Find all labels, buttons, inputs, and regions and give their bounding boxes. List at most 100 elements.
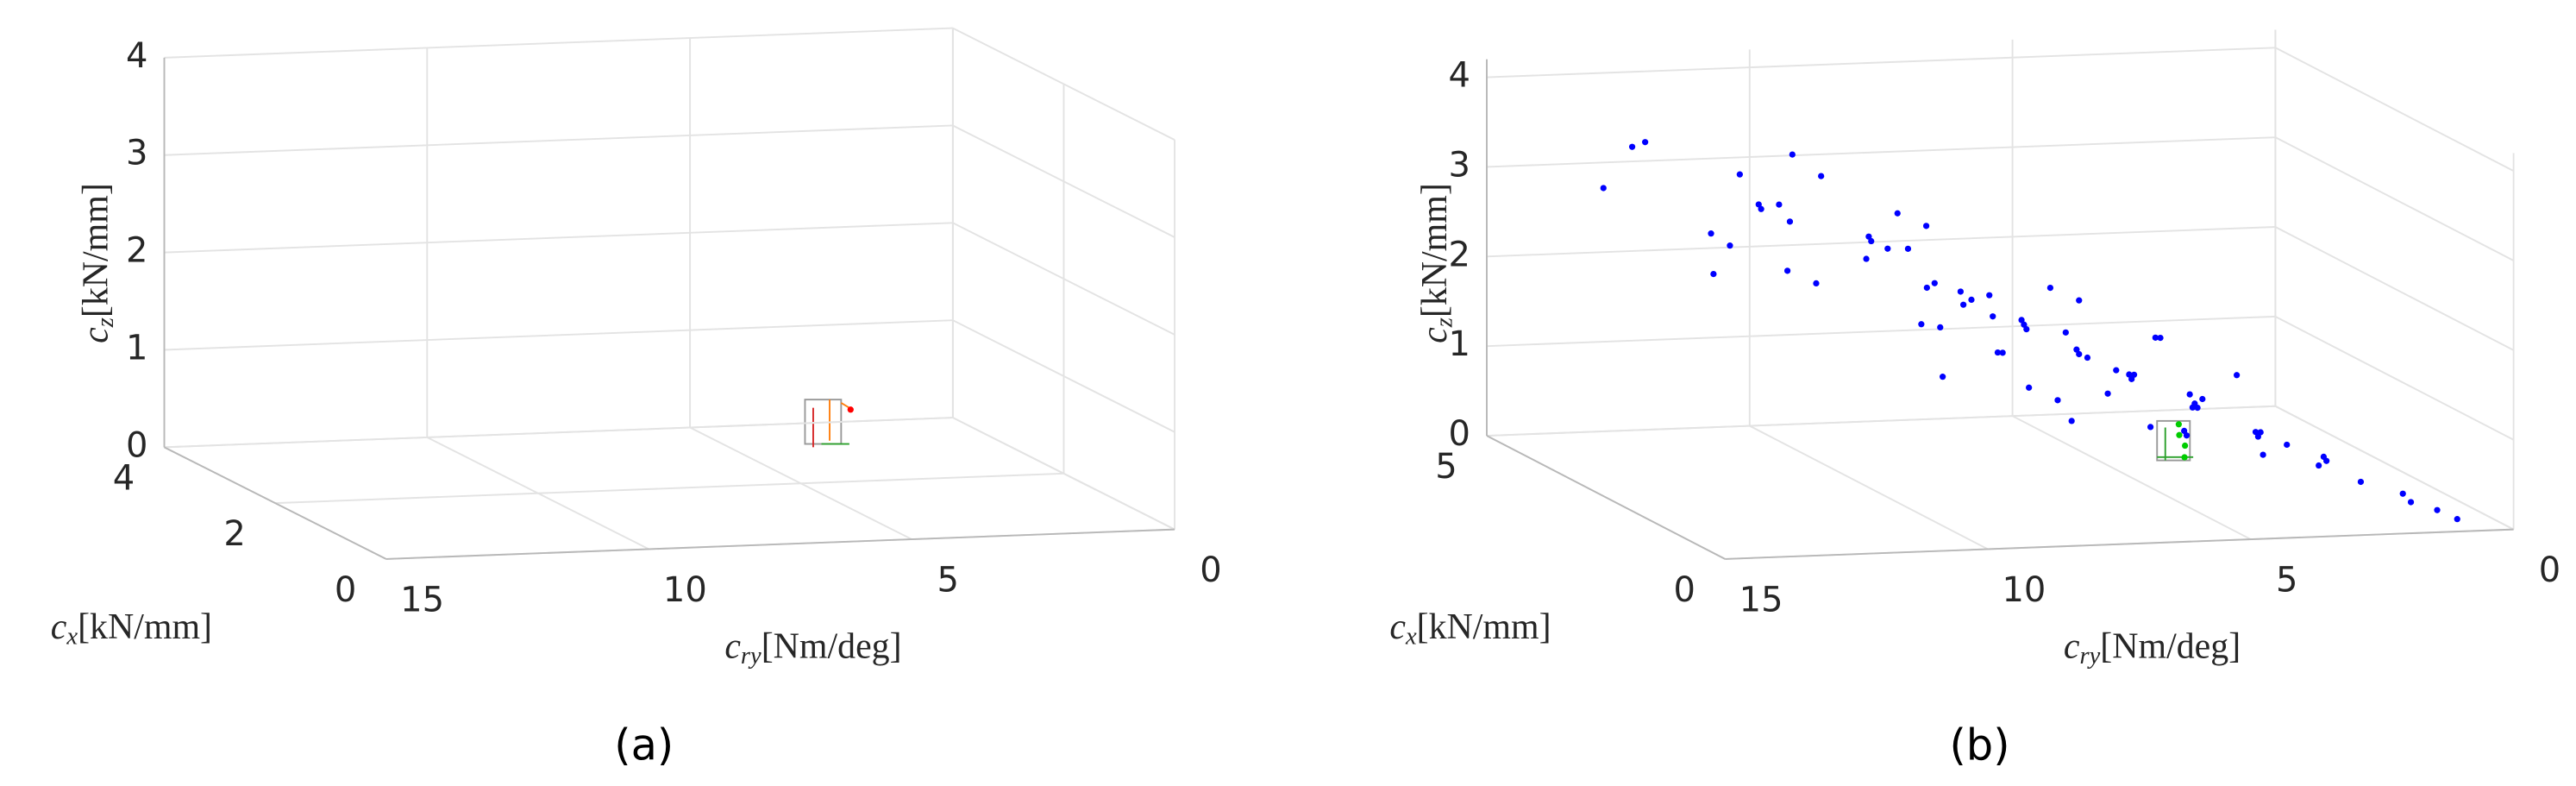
x-tick-label: 10 <box>663 570 707 610</box>
scatter-point <box>2181 427 2188 435</box>
scatter-point <box>2113 367 2120 374</box>
grid-line <box>2274 226 2515 351</box>
z-tick-label: 1 <box>1448 324 1470 364</box>
scatter-point <box>1758 205 1764 212</box>
scatter-point <box>2199 395 2206 403</box>
scatter-point <box>2191 400 2198 407</box>
x-tick-label: 15 <box>400 580 444 619</box>
scatter-point <box>1813 280 1820 287</box>
scatter-point <box>847 406 854 413</box>
axis-line <box>1725 528 2514 560</box>
x-axis-label: cry[Nm/deg] <box>724 626 901 669</box>
grid-line <box>952 124 1175 238</box>
scatter-point <box>2183 432 2191 439</box>
scatter-point <box>1863 255 1870 262</box>
grid-line <box>275 472 1064 505</box>
grid-line <box>952 222 1175 336</box>
scatter-point <box>1990 313 1996 320</box>
scatter-point <box>2023 325 2030 333</box>
label-subscript: z <box>91 318 118 328</box>
y-tick-label: 4 <box>113 458 135 498</box>
label-unit: [kN/mm] <box>1414 183 1454 318</box>
scatter-point <box>2147 424 2154 431</box>
label-unit: [kN/mm] <box>1417 607 1551 646</box>
scatter-point <box>2316 462 2322 469</box>
scatter-point <box>1922 223 1930 230</box>
scatter-point <box>2068 418 2075 424</box>
label-unit: [Nm/deg] <box>762 626 902 666</box>
x-tick-label: 15 <box>1739 580 1783 619</box>
scatter-point <box>2084 354 2091 362</box>
x-tick-label: 0 <box>1200 550 1221 590</box>
z-axis-label: cz[kN/mm] <box>76 183 118 343</box>
scatter-point <box>1999 349 2006 356</box>
x-tick-label: 5 <box>937 561 958 601</box>
scatter-point <box>2054 397 2061 404</box>
scatter-point <box>1957 288 1965 295</box>
label-unit: [kN/mm] <box>76 183 116 318</box>
label-subscript: x <box>66 623 78 650</box>
y-axis-label: cx[kN/mm] <box>1389 607 1551 649</box>
scatter-point <box>2104 390 2111 397</box>
z-tick-label: 4 <box>126 36 147 76</box>
scatter-point <box>2126 371 2133 378</box>
scatter-point <box>1708 230 1714 237</box>
label-unit: [kN/mm] <box>78 607 212 646</box>
grid-line <box>164 124 953 156</box>
y-tick-label: 0 <box>1673 570 1695 610</box>
grid-line <box>2274 405 2515 531</box>
scatter-point <box>2399 490 2406 497</box>
scatter-point <box>1894 210 1901 217</box>
scatter-point <box>1736 171 1743 178</box>
scatter-point <box>1727 242 1733 249</box>
scatter-point <box>2062 329 2069 336</box>
grid-line <box>952 319 1175 433</box>
scatter-point <box>1918 321 1925 328</box>
grid-line <box>164 417 953 449</box>
label-symbol: c <box>1389 607 1406 646</box>
scatter-point <box>2018 317 2025 324</box>
grid-line <box>1486 315 2276 348</box>
scatter-point <box>2284 441 2291 449</box>
scatter-point <box>1940 374 1946 380</box>
scatter-point <box>2130 371 2138 378</box>
scatter-point <box>1937 324 1944 331</box>
label-subscript: z <box>1431 318 1457 328</box>
scatter-point <box>1994 349 2002 356</box>
scatter-point <box>1931 280 1938 286</box>
z-tick-label: 1 <box>126 328 147 368</box>
scatter-point <box>1783 267 1791 274</box>
scatter-point <box>1710 270 1717 278</box>
label-symbol: c <box>724 626 741 666</box>
y-axis-label: cx[kN/mm] <box>51 607 212 649</box>
scatter-point <box>1884 245 1891 252</box>
label-symbol: c <box>51 607 67 646</box>
z-tick-label: 3 <box>1448 145 1470 185</box>
grid-line <box>952 417 1175 531</box>
scatter-point <box>2181 442 2189 450</box>
scatter-point <box>1600 185 1607 192</box>
scatter-point <box>1642 139 1649 146</box>
axis-line <box>385 528 1175 560</box>
grid-line <box>164 319 953 351</box>
scatter-point <box>1865 233 1872 240</box>
scatter-point <box>2175 421 2182 428</box>
box-edge <box>840 402 850 409</box>
scatter-point <box>2407 499 2415 506</box>
caption: (a) <box>614 720 674 770</box>
scatter-point <box>2259 451 2266 458</box>
scatter-point <box>2257 429 2264 436</box>
scatter-point <box>1786 218 1794 225</box>
scatter-point <box>1960 301 1967 308</box>
scatter-point <box>1818 173 1825 179</box>
scatter-point <box>2320 453 2328 461</box>
scatter-point <box>1776 201 1783 208</box>
caption: (b) <box>1949 720 2009 770</box>
axis-line <box>164 446 387 560</box>
label-subscript: ry <box>2079 643 2100 670</box>
scatter-point <box>1628 143 1636 150</box>
grid-line <box>1486 47 2276 79</box>
y-tick-label: 2 <box>223 514 245 554</box>
x-tick-label: 10 <box>2002 570 2046 610</box>
